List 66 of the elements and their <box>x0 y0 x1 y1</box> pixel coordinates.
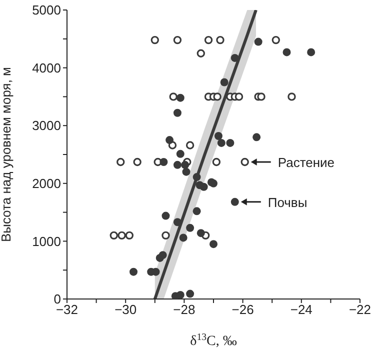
point <box>118 231 126 240</box>
point <box>213 92 222 101</box>
point <box>162 231 170 240</box>
y-tick-label: 3000 <box>32 118 61 134</box>
point <box>179 234 188 242</box>
x-tick-label: −30 <box>114 302 137 318</box>
point <box>207 178 216 186</box>
y-tick-label: 2000 <box>32 176 61 192</box>
point <box>196 49 205 58</box>
point <box>110 231 118 240</box>
x-tick-label: −24 <box>290 302 312 318</box>
point <box>240 158 249 166</box>
point <box>173 218 182 226</box>
x-tick-label: −28 <box>173 302 196 318</box>
point <box>230 198 239 206</box>
point <box>210 240 218 248</box>
y-tick-label: 4000 <box>32 60 61 76</box>
x-tick-label: −22 <box>348 302 372 318</box>
point <box>220 78 228 86</box>
point <box>307 48 316 56</box>
point <box>257 92 266 101</box>
point <box>186 224 194 232</box>
point <box>252 133 261 142</box>
point <box>282 48 291 56</box>
point <box>169 92 178 101</box>
point <box>173 36 182 44</box>
point <box>156 254 164 262</box>
point <box>230 54 239 62</box>
point <box>192 207 201 216</box>
point <box>176 290 184 299</box>
point <box>217 138 226 147</box>
y-tick-label: 5000 <box>32 2 61 18</box>
point <box>288 92 296 101</box>
point <box>173 108 182 117</box>
x-axis-title: δ$^{13}$C, ‰ <box>190 332 237 349</box>
point <box>176 94 184 102</box>
point <box>166 136 174 144</box>
point <box>214 132 222 140</box>
point <box>234 92 244 101</box>
point <box>186 141 194 150</box>
point <box>173 160 182 169</box>
point <box>116 158 125 166</box>
point <box>182 168 190 176</box>
point <box>150 36 159 44</box>
point <box>196 229 205 238</box>
point <box>133 158 142 166</box>
point <box>216 36 224 44</box>
point <box>176 150 184 158</box>
point <box>212 158 221 166</box>
point <box>204 36 213 44</box>
point <box>186 290 194 298</box>
point <box>130 268 138 276</box>
point <box>272 36 280 44</box>
point <box>226 138 234 147</box>
annotation: Растение <box>278 155 335 170</box>
x-tick-label: −26 <box>232 302 254 318</box>
point <box>196 181 204 190</box>
y-tick-label: 1000 <box>32 234 61 249</box>
point <box>162 212 170 220</box>
point <box>254 38 262 46</box>
point <box>181 160 190 169</box>
annotation: Почвы <box>268 194 308 210</box>
y-axis-title: Высота над уровнем моря, м <box>0 66 14 242</box>
point <box>125 231 134 240</box>
point <box>160 158 168 166</box>
point <box>192 173 201 182</box>
